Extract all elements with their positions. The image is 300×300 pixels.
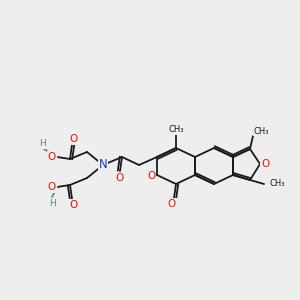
Text: H: H [40,140,46,148]
Text: O: O [48,152,56,162]
Text: CH₃: CH₃ [269,179,284,188]
Text: O: O [261,159,269,169]
Text: O: O [69,200,77,210]
Text: CH₃: CH₃ [168,125,184,134]
Text: O: O [168,199,176,209]
Text: H: H [49,199,56,208]
Text: O: O [147,171,155,181]
Text: CH₃: CH₃ [254,127,269,136]
Text: O: O [48,182,56,192]
Text: O: O [116,173,124,183]
Text: O: O [69,134,77,144]
Text: N: N [99,158,107,172]
